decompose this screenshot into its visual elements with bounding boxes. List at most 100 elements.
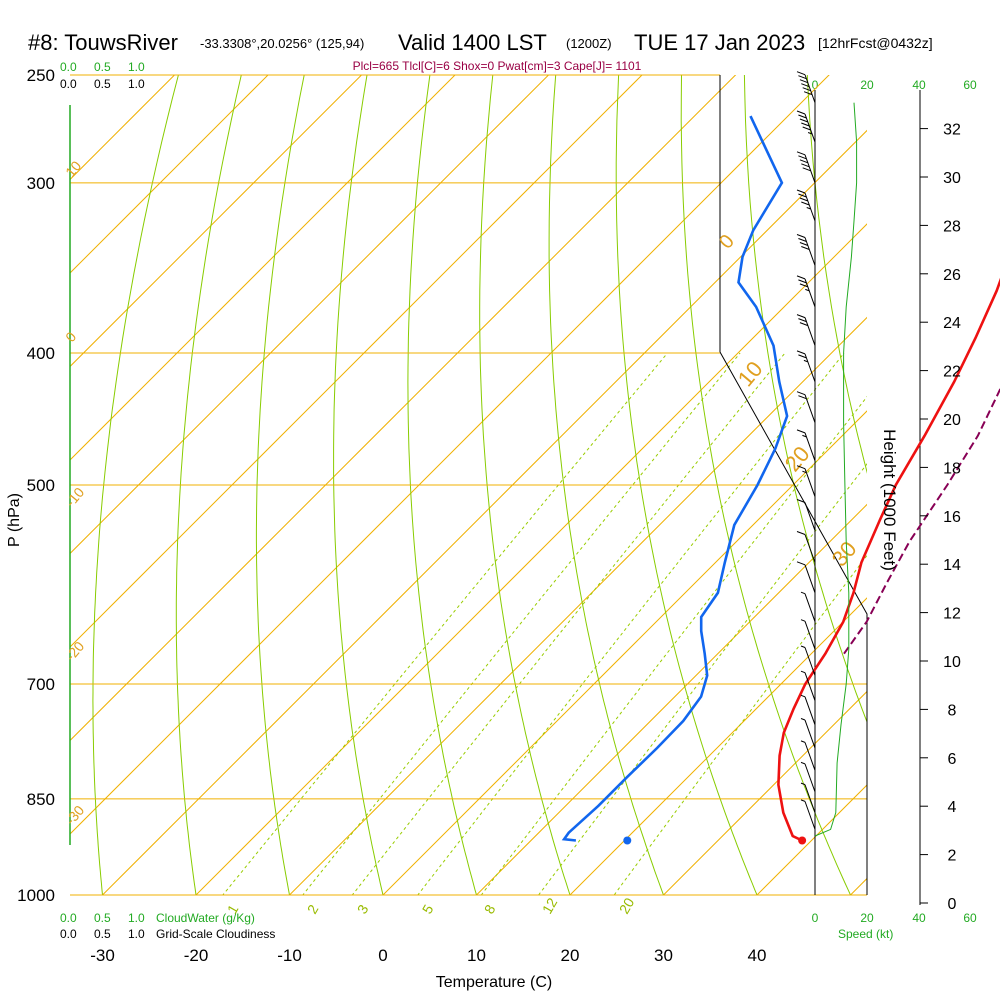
- wind-barbs: [796, 71, 816, 830]
- isobar-lines: [70, 74, 867, 896]
- isotherm-0: [382, 410, 867, 895]
- mixing-ratio-8: [480, 396, 867, 895]
- speed-tick-bottom-1: 20: [860, 911, 874, 925]
- pressure-tick-1000: 1000: [17, 886, 55, 905]
- speed-profile: [814, 102, 858, 837]
- wind-barb-17: [800, 670, 816, 701]
- dry-adiabat-30: [548, 75, 665, 895]
- mixing-ratio-label-20: 20: [616, 895, 638, 917]
- mixing-ratio-lines: [222, 352, 867, 895]
- speed-tick-top-1: 20: [860, 78, 874, 92]
- dry-adiabat-70: [806, 75, 867, 474]
- height-tick-12: 12: [943, 606, 961, 623]
- parcel-line: [843, 387, 1000, 655]
- speed-tick-bottom-2: 40: [912, 911, 926, 925]
- pressure-tick-500: 500: [27, 476, 55, 495]
- cloudiness-tick-bottom-2: 1.0: [128, 927, 145, 941]
- wind-barb-11: [796, 499, 816, 531]
- cloudwater-scale-top: 0.0 0.5 1.0 0.0 0.5 1.0: [60, 60, 145, 91]
- temperature-tick--20: -20: [184, 946, 209, 965]
- speed-tick-top-3: 60: [963, 78, 977, 92]
- wind-barb-15: [800, 619, 816, 650]
- height-tick-30: 30: [943, 170, 961, 187]
- dry-adiabat-50: [680, 75, 852, 895]
- cloudwater-tick-bottom-1: 0.5: [94, 911, 111, 925]
- sounding-series: [561, 115, 1000, 845]
- wind-barb-6: [796, 314, 816, 346]
- height-tick-0: 0: [948, 896, 957, 913]
- isotherm-label-0: 10: [62, 158, 84, 180]
- cloudwater-tick-top-0: 0.0: [60, 60, 77, 74]
- mixing-ratio-label-8: 8: [481, 902, 499, 917]
- wind-barb-14: [800, 591, 816, 622]
- height-tick-2: 2: [948, 848, 957, 865]
- isotherm-lines: [70, 75, 867, 895]
- height-tick-4: 4: [948, 799, 957, 816]
- dry-adiabat-100: [993, 51, 1000, 924]
- dry-adiabat--30: [92, 75, 179, 895]
- speed-tick-top-2: 40: [912, 78, 926, 92]
- speed-tick-top-0: 0: [812, 78, 819, 92]
- wind-barb-18: [800, 694, 816, 726]
- forecast-label: [12hrFcst@0432z]: [818, 35, 933, 51]
- wind-barb-9: [796, 429, 816, 462]
- isotherm-10: [475, 503, 867, 895]
- wind-barb-13: [796, 561, 816, 594]
- isotherm--70: [70, 75, 550, 555]
- isotherm-label-8: 30: [827, 536, 862, 571]
- temperature-tick-10: 10: [467, 946, 486, 965]
- wind-barb-8: [796, 391, 816, 423]
- temperature-tick-30: 30: [654, 946, 673, 965]
- mixing-ratio-label-2: 2: [304, 902, 322, 917]
- dewpoint-line: [561, 115, 789, 842]
- parcel-params: Plcl=665 Tlcl[C]=6 Shox=0 Pwat[cm]=3 Cap…: [353, 59, 642, 73]
- height-tick-24: 24: [943, 315, 961, 332]
- isotherm--100: [70, 75, 269, 274]
- cloudiness-tick-top-2: 1.0: [128, 77, 145, 91]
- isotherm--10: [288, 316, 867, 895]
- dry-adiabat-10: [407, 75, 478, 895]
- temperature-line: [777, 277, 1000, 842]
- dry-adiabat-60: [743, 75, 867, 724]
- valid-date: TUE 17 Jan 2023: [634, 30, 805, 55]
- dry-adiabat-90: [931, 51, 1000, 924]
- cloudwater-tick-bottom-0: 0.0: [60, 911, 77, 925]
- height-tick-26: 26: [943, 267, 961, 284]
- pressure-tick-400: 400: [27, 344, 55, 363]
- dry-adiabat-20: [479, 75, 571, 895]
- speed-label: Speed (kt): [838, 927, 893, 941]
- speed-scale-top: 0 20 40 60: [812, 78, 977, 92]
- temperature-tick--10: -10: [277, 946, 302, 965]
- height-tick-18: 18: [943, 460, 961, 477]
- wind-barb-22: [800, 782, 816, 813]
- mixing-ratio-20: [613, 554, 867, 895]
- temperature-tick-40: 40: [748, 946, 767, 965]
- isotherm-label-5: 0: [715, 231, 739, 254]
- mixing-ratio-labels: 1 2 3 5 8 12 20: [224, 895, 638, 917]
- cloudwater-label: CloudWater (g/Kg): [156, 911, 255, 925]
- wind-barb-7: [796, 350, 816, 383]
- utc-time: (1200Z): [566, 36, 612, 51]
- wind-barb-20: [800, 740, 816, 771]
- dry-adiabat--20: [175, 75, 242, 895]
- isotherm--90: [70, 75, 363, 368]
- height-tick-14: 14: [943, 557, 961, 574]
- cloudwater-tick-top-2: 1.0: [128, 60, 145, 74]
- mixing-ratio-2: [302, 352, 741, 895]
- wind-barb-0: [796, 71, 816, 103]
- pressure-tick-250: 250: [27, 66, 55, 85]
- speed-scale-bottom: 0 20 40 60 Speed (kt): [812, 911, 977, 941]
- temperature-axis: -30 -20 -10 0 10 20 30 40: [90, 946, 766, 965]
- mixing-ratio-1: [222, 352, 668, 895]
- wind-barb-10: [796, 465, 816, 497]
- temperature-tick-20: 20: [561, 946, 580, 965]
- temperature-tick-0: 0: [378, 946, 387, 965]
- height-tick-10: 10: [943, 654, 961, 671]
- isotherm-label-6: 10: [733, 356, 768, 391]
- station-title: #8: TouwsRiver: [28, 30, 178, 55]
- wind-barb-4: [796, 234, 816, 266]
- wind-barb-2: [796, 151, 816, 184]
- height-tick-16: 16: [943, 509, 961, 526]
- wind-barb-5: [796, 275, 816, 308]
